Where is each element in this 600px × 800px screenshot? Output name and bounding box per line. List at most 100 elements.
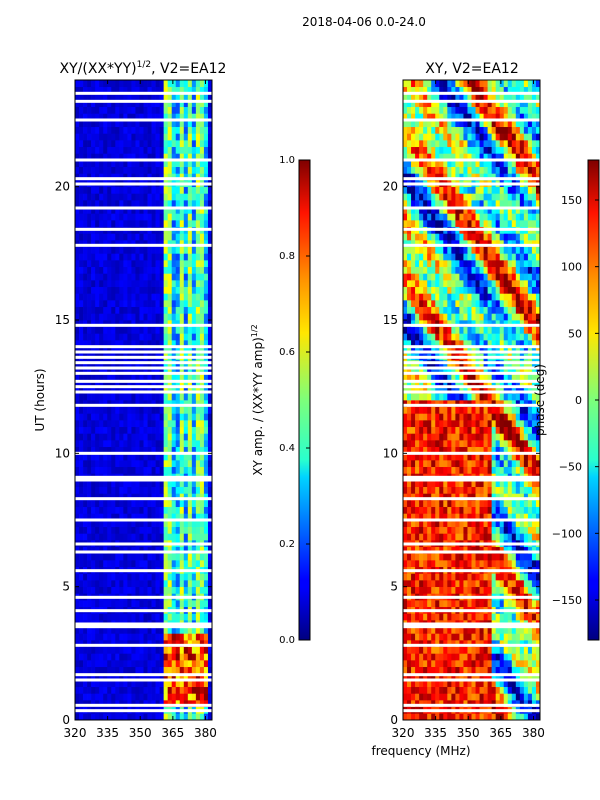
heatmap-cell (155, 113, 160, 121)
heatmap-cell (147, 313, 152, 321)
heatmap-cell (119, 673, 124, 681)
heatmap-cell (139, 146, 144, 154)
heatmap-cell (187, 460, 193, 468)
heatmap-cell (419, 580, 424, 588)
heatmap-cell (175, 220, 181, 228)
heatmap-cell (75, 546, 80, 554)
heatmap-cell (187, 253, 193, 261)
heatmap-cell (423, 466, 428, 474)
heatmap-cell (143, 546, 148, 554)
heatmap-cell (139, 86, 144, 94)
heatmap-cell (179, 160, 185, 168)
heatmap-cell (483, 640, 488, 648)
heatmap-cell (187, 186, 193, 194)
heatmap-cell (507, 613, 513, 621)
heatmap-cell (191, 273, 197, 281)
heatmap-cell (167, 260, 173, 268)
heatmap-cell (195, 393, 201, 401)
heatmap-cell (203, 113, 209, 121)
heatmap-cell (139, 326, 144, 334)
heatmap-cell (427, 680, 432, 688)
heatmap-cell (143, 246, 148, 254)
heatmap-cell (463, 453, 468, 461)
heatmap-cell (499, 413, 505, 421)
heatmap-cell (523, 486, 529, 494)
heatmap-cell (127, 406, 132, 414)
heatmap-cell (175, 326, 181, 334)
heatmap-cell (515, 480, 521, 488)
heatmap-cell (155, 153, 160, 161)
flagged-row (75, 622, 212, 626)
heatmap-cell (423, 653, 428, 661)
heatmap-cell (423, 446, 428, 454)
heatmap-cell (151, 313, 156, 321)
heatmap-cell (411, 546, 416, 554)
heatmap-cell (427, 600, 432, 608)
heatmap-cell (179, 546, 185, 554)
heatmap-cell (123, 126, 128, 134)
heatmap-cell (507, 520, 513, 528)
heatmap-cell (107, 633, 112, 641)
heatmap-cell (179, 133, 185, 141)
heatmap-cell (495, 613, 501, 621)
heatmap-cell (99, 320, 104, 328)
heatmap-cell (139, 660, 144, 668)
heatmap-cell (83, 266, 88, 274)
heatmap-cell (83, 146, 88, 154)
heatmap-cell (179, 680, 185, 688)
heatmap-cell (135, 126, 140, 134)
heatmap-cell (495, 500, 501, 508)
heatmap-cell (447, 686, 452, 694)
heatmap-cell (139, 420, 144, 428)
heatmap-cell (131, 440, 136, 448)
heatmap-cell (99, 433, 104, 441)
heatmap-cell (187, 480, 193, 488)
heatmap-cell (99, 160, 104, 168)
heatmap-cell (107, 546, 112, 554)
heatmap-cell (103, 406, 108, 414)
heatmap-cell (99, 393, 104, 401)
heatmap-cell (111, 680, 116, 688)
heatmap-cell (107, 480, 112, 488)
heatmap-cell (419, 666, 424, 674)
heatmap-cell (127, 200, 132, 208)
heatmap-cell (131, 306, 136, 314)
heatmap-cell (91, 560, 96, 568)
heatmap-cell (127, 146, 132, 154)
heatmap-cell (179, 93, 185, 101)
heatmap-cell (467, 626, 472, 634)
heatmap-cell (471, 480, 476, 488)
heatmap-cell (191, 460, 197, 468)
heatmap-cell (207, 160, 213, 168)
heatmap-cell (423, 646, 428, 654)
heatmap-cell (515, 666, 521, 674)
heatmap-cell (207, 466, 213, 474)
heatmap-cell (191, 426, 197, 434)
heatmap-cell (207, 133, 213, 141)
heatmap-cell (127, 460, 132, 468)
heatmap-cell (103, 320, 108, 328)
heatmap-cell (107, 686, 112, 694)
heatmap-cell (531, 560, 537, 568)
heatmap-cell (183, 546, 189, 554)
heatmap-cell (459, 500, 464, 508)
heatmap-cell (407, 433, 412, 441)
heatmap-cell (175, 506, 181, 514)
heatmap-cell (499, 560, 505, 568)
heatmap-cell (423, 520, 428, 528)
heatmap-cell (207, 293, 213, 301)
heatmap-cell (111, 560, 116, 568)
heatmap-cell (147, 346, 152, 354)
heatmap-cell (103, 500, 108, 508)
heatmap-cell (99, 253, 104, 261)
heatmap-cell (447, 506, 452, 514)
heatmap-cell (139, 233, 144, 241)
heatmap-cell (199, 666, 205, 674)
heatmap-cell (131, 200, 136, 208)
heatmap-cell (139, 580, 144, 588)
heatmap-cell (439, 666, 444, 674)
heatmap-cell (195, 580, 201, 588)
heatmap-cell (451, 513, 456, 521)
heatmap-cell (75, 380, 80, 388)
heatmap-cell (487, 460, 492, 468)
